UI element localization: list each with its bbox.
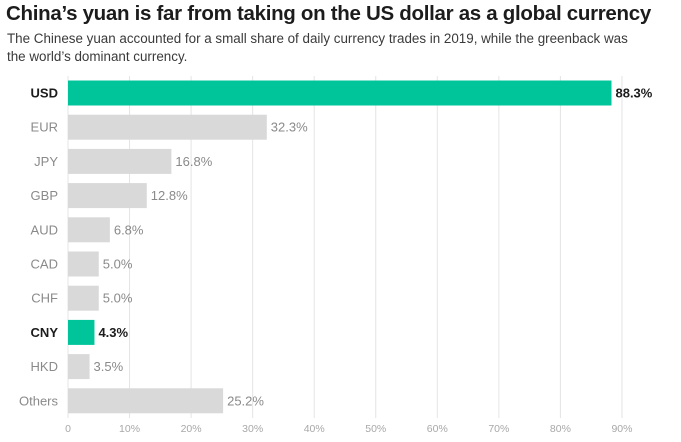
category-label: CHF (31, 291, 58, 306)
bar (68, 251, 99, 277)
bar (68, 114, 267, 140)
bar (68, 183, 147, 209)
x-tick-label: 30% (242, 423, 263, 435)
category-label: JPY (34, 154, 58, 169)
value-label: 88.3% (615, 86, 652, 101)
labels: USD 88.3% EUR 32.3% JPY 16.8% GBP 12.8% AUD 6.8% C… (19, 86, 653, 409)
category-label: AUD (31, 222, 58, 237)
x-tick-label: 20% (181, 423, 202, 435)
x-axis: 0 10% 20% 30% 40% 50% 60% 70% 80% 90% (65, 423, 632, 435)
x-tick-label: 60% (427, 423, 448, 435)
bar (68, 285, 99, 311)
value-label: 6.8% (114, 222, 144, 237)
value-label: 16.8% (175, 154, 212, 169)
value-label: 5.0% (103, 257, 133, 272)
value-label: 12.8% (151, 188, 188, 203)
category-label: GBP (31, 188, 58, 203)
category-label: CAD (31, 257, 58, 272)
x-tick-label: 10% (119, 423, 140, 435)
bar (68, 388, 224, 414)
x-tick-label: 90% (611, 423, 632, 435)
category-label: HKD (31, 359, 58, 374)
x-tick-label: 50% (365, 423, 386, 435)
bar (68, 217, 110, 243)
x-tick-label: 0 (65, 423, 71, 435)
value-label: 4.3% (98, 325, 128, 340)
category-label: EUR (31, 120, 58, 135)
category-label: USD (31, 86, 58, 101)
value-label: 25.2% (227, 393, 264, 408)
bar (68, 148, 172, 174)
x-tick-label: 40% (304, 423, 325, 435)
x-tick-label: 80% (550, 423, 571, 435)
category-label: CNY (31, 325, 59, 340)
value-label: 3.5% (94, 359, 124, 374)
value-label: 32.3% (271, 120, 308, 135)
chart-title: China’s yuan is far from taking on the U… (6, 2, 651, 25)
bars (68, 80, 612, 414)
bar (68, 319, 95, 345)
x-tick-label: 70% (488, 423, 509, 435)
chart-subtitle: The Chinese yuan accounted for a small s… (7, 31, 628, 64)
bar (68, 80, 612, 106)
category-label: Others (19, 393, 59, 408)
bar (68, 354, 90, 380)
value-label: 5.0% (103, 291, 133, 306)
